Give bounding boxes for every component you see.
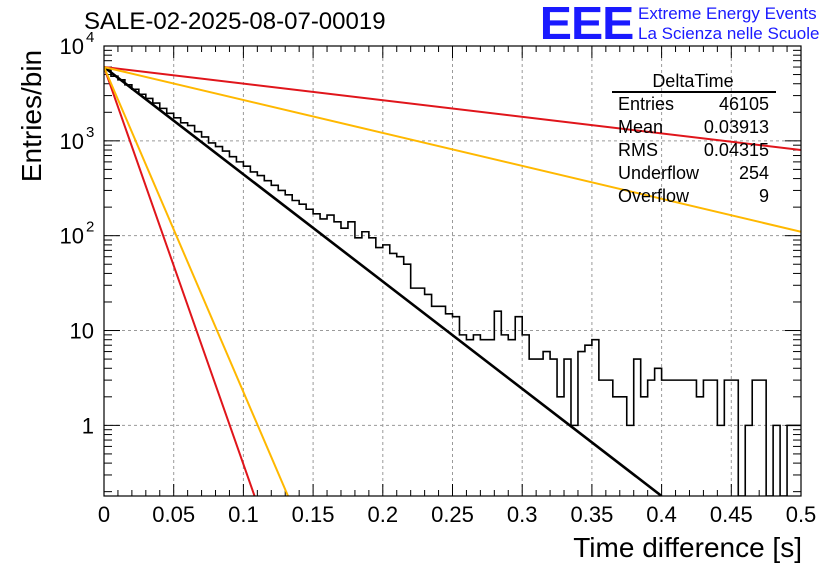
fit-line [104, 66, 289, 496]
x-tick-label: 0.45 [710, 502, 753, 527]
y-axis-label: Entries/bin [16, 49, 47, 183]
chart-title: SALE-02-2025-08-07-00019 [84, 8, 386, 35]
x-tick-label: 0.1 [228, 502, 259, 527]
y-tick-label: 10 [60, 224, 84, 249]
x-tick-label: 0.05 [152, 502, 195, 527]
stats-value: 46105 [719, 94, 769, 114]
x-tick-label: 0.3 [507, 502, 538, 527]
histogram [104, 69, 801, 496]
x-tick-label: 0 [98, 502, 110, 527]
y-tick-label: 10 [70, 319, 94, 344]
y-tick-exponent: 2 [86, 219, 94, 236]
fit-line [104, 66, 801, 152]
y-tick-exponent: 4 [86, 29, 94, 46]
fit-line [104, 66, 801, 233]
plot-area [104, 66, 801, 496]
x-tick-label: 0.25 [431, 502, 474, 527]
stats-label: Underflow [618, 163, 700, 183]
stats-value: 0.03913 [704, 117, 769, 137]
x-tick-label: 0.35 [570, 502, 613, 527]
fit-line [104, 66, 256, 496]
x-tick-label: 0.2 [368, 502, 399, 527]
fit-line [104, 66, 663, 496]
x-tick-label: 0.5 [786, 502, 817, 527]
eee-logo-mark: EEE [539, 0, 635, 49]
stats-label: Mean [618, 117, 663, 137]
x-tick-label: 0.15 [292, 502, 335, 527]
y-tick-label: 1 [82, 413, 94, 438]
logo-line-2: La Scienza nelle Scuole [638, 24, 820, 43]
stats-label: Overflow [618, 186, 690, 206]
y-tick-label: 10 [60, 129, 84, 154]
stats-value: 254 [739, 163, 769, 183]
plot-frame [103, 45, 802, 497]
y-tick-exponent: 3 [86, 124, 94, 141]
x-tick-label: 0.4 [646, 502, 677, 527]
stats-value: 0.04315 [704, 140, 769, 160]
y-tick-label: 10 [60, 34, 84, 59]
x-axis-label: Time difference [s] [573, 532, 802, 563]
stats-label: RMS [618, 140, 658, 160]
stats-box-title: DeltaTime [652, 71, 733, 91]
stats-value: 9 [759, 186, 769, 206]
logo-line-1: Extreme Energy Events [638, 4, 817, 23]
stats-label: Entries [618, 94, 674, 114]
